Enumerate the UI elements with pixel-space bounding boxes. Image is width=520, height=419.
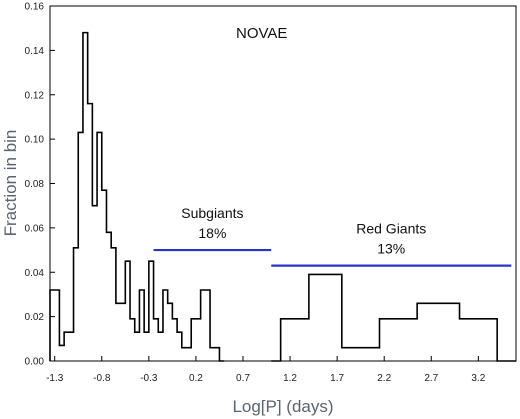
subgiants-percent: 18% [198, 225, 226, 241]
y-tick-label: 0.04 [25, 268, 45, 279]
y-axis: 0.00 0.02 0.04 0.06 0.08 0.10 0.12 0.14 0.16 [25, 2, 55, 368]
x-tick-label: -0.3 [140, 373, 158, 384]
annotations: Subgiants 18% Red Giants 13% [153, 205, 512, 267]
redgiants-percent: 13% [377, 241, 405, 257]
x-tick-label: 2.2 [377, 373, 391, 384]
x-tick-label: 1.7 [330, 373, 344, 384]
plot-frame [49, 5, 517, 362]
chart-title: NOVAE [236, 25, 287, 42]
histogram [49, 31, 516, 362]
x-tick-label: -1.3 [46, 373, 64, 384]
y-tick-label: 0.10 [25, 135, 45, 146]
y-tick-label: 0.00 [25, 357, 45, 368]
histogram-short-period [49, 31, 225, 362]
y-tick-label: 0.08 [25, 179, 45, 190]
x-tick-label: -0.8 [93, 373, 111, 384]
y-tick-label: 0.06 [25, 223, 45, 234]
redgiants-label: Red Giants [356, 221, 426, 237]
x-tick-label: 3.2 [471, 373, 485, 384]
y-axis-title: Fraction in bin [1, 130, 20, 237]
subgiants-label: Subgiants [181, 205, 243, 221]
plot-area [49, 5, 517, 362]
y-tick-label: 0.12 [25, 90, 45, 101]
y-tick-label: 0.14 [25, 46, 45, 57]
x-axis: -1.3 -0.8 -0.3 0.2 0.7 1.2 1.7 2.2 2.7 3.2 [46, 356, 486, 384]
x-tick-label: 2.7 [424, 373, 438, 384]
histogram-long-period [271, 273, 516, 362]
y-tick-label: 0.16 [25, 2, 45, 13]
x-axis-title: Log[P] (days) [232, 397, 333, 416]
x-tick-label: 1.2 [283, 373, 297, 384]
y-tick-label: 0.02 [25, 312, 45, 323]
x-tick-label: 0.2 [189, 373, 203, 384]
x-tick-label: 0.7 [236, 373, 250, 384]
